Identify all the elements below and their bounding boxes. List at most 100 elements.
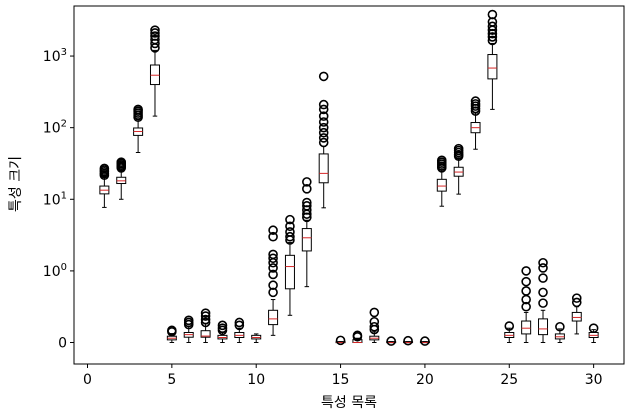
- flier-point: [538, 257, 548, 268]
- flier-point: [150, 31, 160, 41]
- box-22: [453, 143, 464, 195]
- flier-point: [285, 231, 295, 242]
- flier-point: [150, 25, 160, 35]
- flier-point: [318, 111, 329, 121]
- flier-point: [470, 99, 481, 109]
- box-body: [538, 318, 549, 336]
- flier-point: [369, 307, 380, 318]
- flier-point: [285, 227, 295, 237]
- box-28: [554, 321, 565, 344]
- flier-point: [504, 321, 515, 331]
- box-body: [284, 254, 295, 290]
- flier-point: [268, 231, 278, 242]
- box-18: [386, 336, 397, 346]
- flier-point: [302, 197, 312, 208]
- flier-point: [318, 133, 329, 143]
- flier-point: [200, 314, 211, 325]
- y-tick-label: 0: [58, 336, 67, 352]
- box-body: [318, 153, 329, 184]
- flier-point: [369, 321, 380, 332]
- flier-point: [167, 325, 177, 336]
- flier-point: [268, 269, 278, 280]
- flier-point: [470, 96, 481, 106]
- box-9: [234, 317, 245, 344]
- flier-point: [217, 320, 228, 331]
- x-tick-label: 10: [247, 372, 265, 388]
- flier-point: [487, 21, 498, 32]
- flier-point: [268, 253, 278, 264]
- flier-point: [538, 273, 548, 283]
- box-body: [301, 228, 312, 252]
- flier-point: [268, 287, 278, 298]
- flier-point: [318, 99, 329, 110]
- flier-point: [420, 336, 430, 346]
- flier-point: [487, 35, 498, 46]
- flier-point: [302, 184, 312, 194]
- chart-marks: [99, 9, 599, 346]
- flier-point: [538, 298, 548, 308]
- box-1: [99, 163, 110, 208]
- flier-point: [268, 263, 278, 273]
- flier-point: [318, 137, 329, 148]
- box-24: [487, 9, 498, 110]
- x-tick-label: 30: [585, 372, 603, 388]
- y-axis-label: 특성 크기: [8, 156, 24, 212]
- flier-point: [99, 163, 110, 174]
- flier-point: [521, 301, 531, 312]
- flier-point: [403, 335, 413, 346]
- box-7: [200, 308, 211, 344]
- flier-point: [335, 335, 346, 346]
- flier-point: [133, 104, 143, 115]
- flier-point: [268, 249, 278, 260]
- flier-point: [453, 143, 464, 154]
- flier-point: [318, 127, 329, 138]
- box-8: [217, 320, 228, 344]
- box-23: [470, 96, 481, 150]
- flier-point: [487, 9, 498, 20]
- flier-point: [588, 323, 599, 333]
- box-15: [335, 335, 346, 346]
- box-5: [166, 325, 177, 344]
- flier-point: [571, 293, 582, 303]
- flier-point: [538, 287, 548, 298]
- x-tick-label: 5: [167, 372, 176, 388]
- flier-point: [521, 286, 531, 296]
- box-20: [419, 336, 430, 346]
- y-axis: 0 100 101 102 103: [43, 47, 74, 352]
- box-25: [504, 321, 515, 344]
- flier-point: [436, 155, 447, 166]
- box-19: [403, 335, 414, 346]
- flier-point: [369, 316, 380, 327]
- flier-point: [352, 330, 363, 341]
- x-tick-label: 0: [83, 372, 92, 388]
- flier-point: [234, 317, 245, 328]
- flier-point: [487, 32, 498, 42]
- flier-point: [285, 214, 295, 225]
- flier-point: [318, 71, 329, 82]
- box-body: [268, 309, 279, 326]
- box-13: [301, 177, 312, 288]
- box-30: [588, 323, 599, 344]
- x-tick-label: 15: [332, 372, 350, 388]
- flier-point: [521, 276, 531, 287]
- x-axis-label: 특성 목록: [321, 395, 377, 411]
- flier-point: [302, 177, 312, 187]
- flier-point: [268, 280, 278, 291]
- box-3: [133, 104, 144, 154]
- box-12: [284, 214, 295, 316]
- flier-point: [571, 297, 582, 308]
- flier-point: [183, 315, 194, 326]
- flier-point: [555, 321, 565, 332]
- flier-point: [200, 308, 211, 318]
- y-tick-label: 101: [43, 190, 67, 208]
- box-6: [183, 315, 194, 344]
- box-2: [116, 157, 127, 200]
- flier-point: [318, 117, 329, 127]
- box-16: [352, 330, 363, 344]
- box-14: [318, 71, 329, 209]
- x-tick-label: 25: [500, 372, 518, 388]
- y-tick-label: 102: [43, 119, 67, 137]
- box-27: [538, 257, 549, 344]
